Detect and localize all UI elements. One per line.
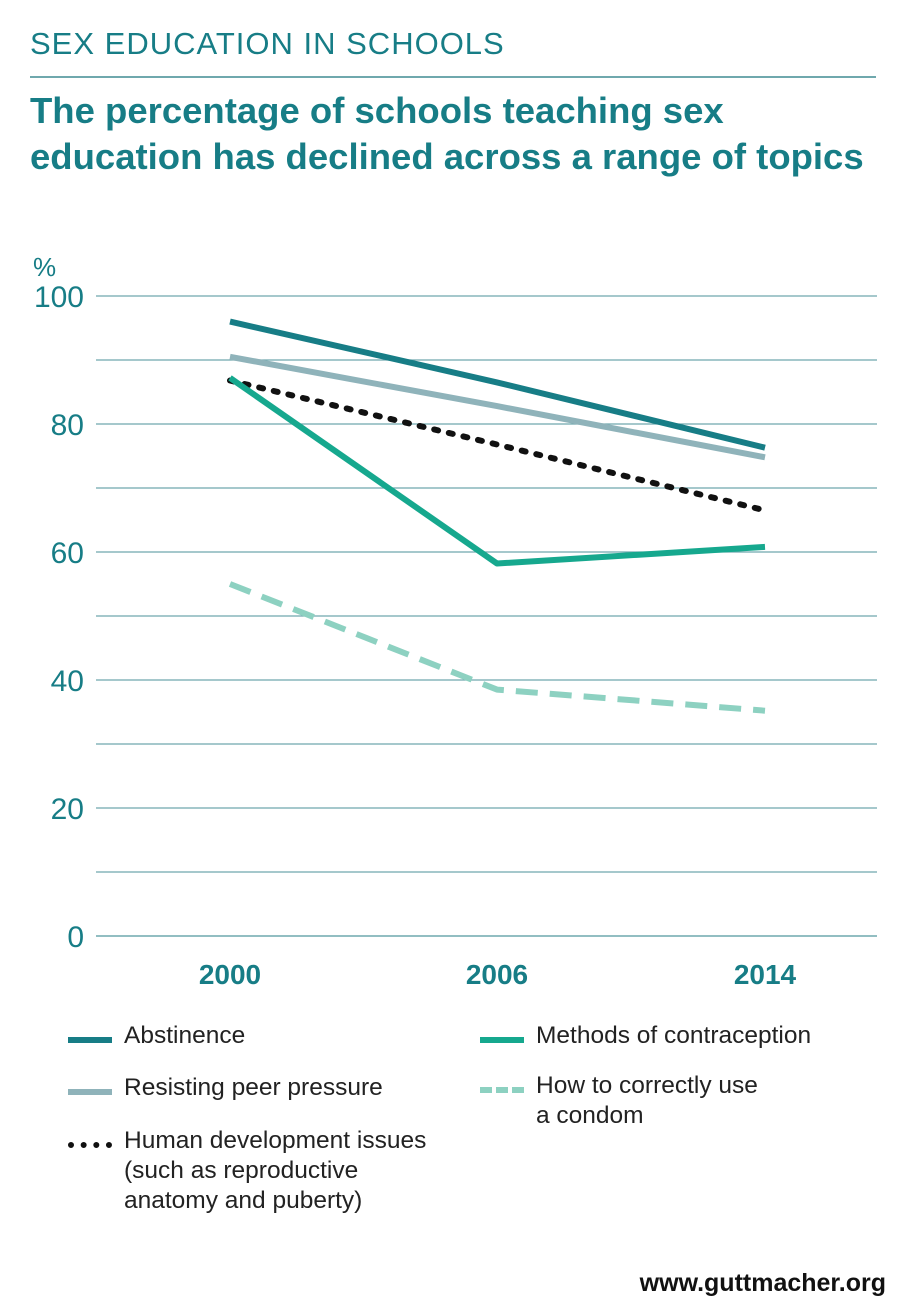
series-line-abstinence [229,318,766,451]
y-tick-label: 0 [67,921,84,954]
y-axis-label: % [33,252,56,282]
source-url: www.guttmacher.org [639,1269,886,1297]
x-tick-label: 2006 [466,959,528,990]
series-lines [227,318,768,714]
chart-headline: The percentage of schools teaching sex e… [30,90,864,177]
x-tick-label: 2000 [199,959,261,990]
y-tick-label: 100 [34,281,84,314]
series-line-resisting [229,353,766,461]
series-line-how [228,581,766,714]
y-tick-label: 20 [51,793,84,826]
y-tick-label: 40 [51,665,84,698]
y-tick-label: 60 [51,537,84,570]
title-divider [30,76,876,78]
x-tick-labels: 2000 2006 2014 [199,959,797,990]
x-tick-label: 2014 [734,959,797,990]
y-tick-label: 80 [51,409,84,442]
series-line-human [227,377,768,514]
y-tick-labels: 0 20 40 60 80 100 [34,281,84,954]
chart-kicker: SEX EDUCATION IN SCHOOLS [30,26,505,61]
gridlines [96,295,877,937]
series-line-methods [228,375,766,567]
